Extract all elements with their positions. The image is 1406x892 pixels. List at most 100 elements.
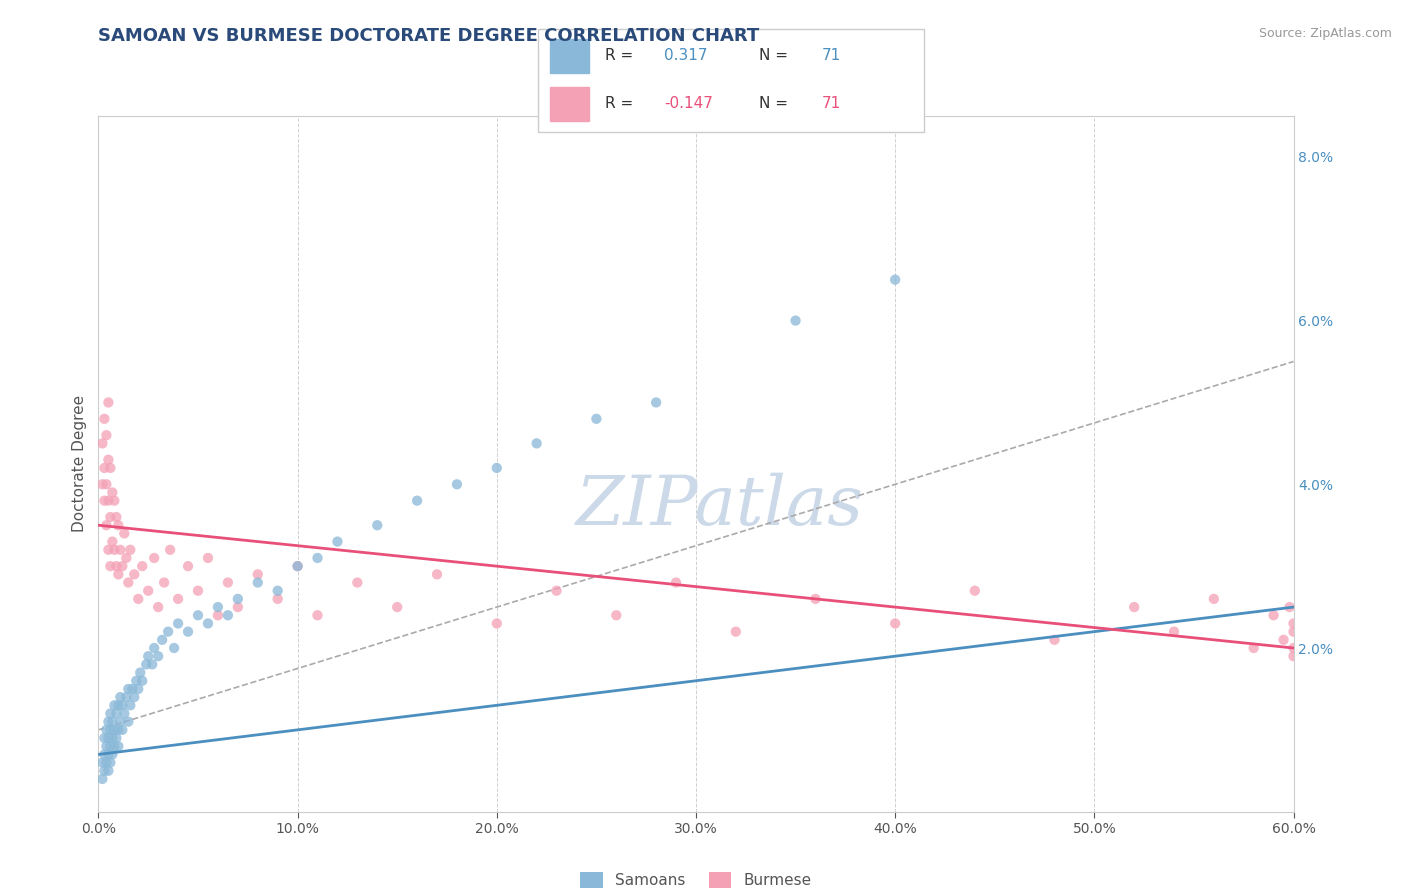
Point bbox=[96, 518, 118, 533]
Point bbox=[546, 583, 568, 598]
Point bbox=[187, 608, 209, 623]
FancyBboxPatch shape bbox=[538, 29, 924, 132]
Point bbox=[307, 551, 329, 566]
Text: R =: R = bbox=[605, 96, 638, 112]
Text: -0.147: -0.147 bbox=[664, 96, 713, 112]
Bar bbox=[550, 38, 589, 73]
Point bbox=[101, 714, 124, 729]
Point bbox=[167, 591, 190, 606]
Point bbox=[724, 624, 747, 639]
Point bbox=[91, 772, 114, 786]
Point bbox=[93, 412, 115, 426]
Point bbox=[93, 461, 115, 475]
Point bbox=[385, 600, 409, 615]
Point bbox=[107, 567, 129, 582]
Point bbox=[112, 526, 135, 541]
Point bbox=[135, 657, 157, 672]
Point bbox=[197, 551, 219, 566]
Text: Source: ZipAtlas.com: Source: ZipAtlas.com bbox=[1258, 27, 1392, 40]
Point bbox=[246, 567, 269, 582]
Point bbox=[112, 706, 135, 721]
Point bbox=[103, 723, 125, 737]
Point bbox=[226, 591, 249, 606]
Point bbox=[110, 690, 132, 705]
Point bbox=[307, 608, 329, 623]
Point bbox=[217, 575, 239, 590]
Point bbox=[93, 764, 115, 778]
Point bbox=[207, 600, 229, 615]
Point bbox=[131, 559, 153, 574]
Point bbox=[141, 657, 163, 672]
Point bbox=[103, 698, 125, 713]
Point bbox=[1272, 632, 1295, 647]
Point bbox=[187, 583, 209, 598]
Point bbox=[91, 756, 114, 770]
Point bbox=[136, 583, 159, 598]
Text: N =: N = bbox=[759, 96, 793, 112]
Point bbox=[107, 518, 129, 533]
Point bbox=[1282, 640, 1305, 655]
Point bbox=[100, 739, 122, 754]
Point bbox=[287, 559, 309, 574]
Bar bbox=[550, 87, 589, 121]
Point bbox=[120, 698, 142, 713]
Point bbox=[485, 461, 508, 475]
Point bbox=[127, 591, 149, 606]
Y-axis label: Doctorate Degree: Doctorate Degree bbox=[72, 395, 87, 533]
Point bbox=[117, 714, 139, 729]
Point bbox=[207, 608, 229, 623]
Point bbox=[111, 559, 134, 574]
Point bbox=[1043, 632, 1066, 647]
Point bbox=[100, 706, 122, 721]
Point bbox=[110, 542, 132, 557]
Point bbox=[143, 551, 166, 566]
Point bbox=[246, 575, 269, 590]
Point bbox=[96, 756, 118, 770]
Point bbox=[585, 412, 607, 426]
Point bbox=[157, 624, 180, 639]
Point bbox=[91, 477, 114, 491]
Point bbox=[148, 600, 170, 615]
Point bbox=[105, 510, 128, 524]
Point bbox=[1282, 624, 1305, 639]
Point bbox=[105, 706, 128, 721]
Point bbox=[120, 542, 142, 557]
Point bbox=[326, 534, 349, 549]
Point bbox=[111, 698, 134, 713]
Text: 71: 71 bbox=[821, 48, 841, 63]
Point bbox=[1263, 608, 1285, 623]
Point bbox=[101, 485, 124, 500]
Point bbox=[143, 640, 166, 655]
Point bbox=[346, 575, 368, 590]
Point bbox=[97, 764, 120, 778]
Point bbox=[150, 632, 173, 647]
Point bbox=[159, 542, 181, 557]
Point bbox=[1243, 640, 1265, 655]
Point bbox=[963, 583, 986, 598]
Point bbox=[485, 616, 508, 631]
Point bbox=[93, 493, 115, 508]
Point bbox=[167, 616, 190, 631]
Text: SAMOAN VS BURMESE DOCTORATE DEGREE CORRELATION CHART: SAMOAN VS BURMESE DOCTORATE DEGREE CORRE… bbox=[98, 27, 759, 45]
Point bbox=[97, 731, 120, 745]
Text: R =: R = bbox=[605, 48, 638, 63]
Point bbox=[101, 731, 124, 745]
Point bbox=[1278, 600, 1301, 615]
Point bbox=[645, 395, 668, 409]
Point bbox=[267, 583, 290, 598]
Point bbox=[100, 756, 122, 770]
Point bbox=[426, 567, 449, 582]
Point bbox=[103, 493, 125, 508]
Point bbox=[111, 723, 134, 737]
Point bbox=[91, 436, 114, 450]
Point bbox=[101, 534, 124, 549]
Point bbox=[406, 493, 429, 508]
Point bbox=[197, 616, 219, 631]
Point bbox=[1282, 616, 1305, 631]
Point bbox=[107, 739, 129, 754]
Point bbox=[177, 559, 200, 574]
Point bbox=[97, 747, 120, 762]
Point bbox=[96, 477, 118, 491]
Point bbox=[148, 649, 170, 664]
Point bbox=[127, 681, 149, 696]
